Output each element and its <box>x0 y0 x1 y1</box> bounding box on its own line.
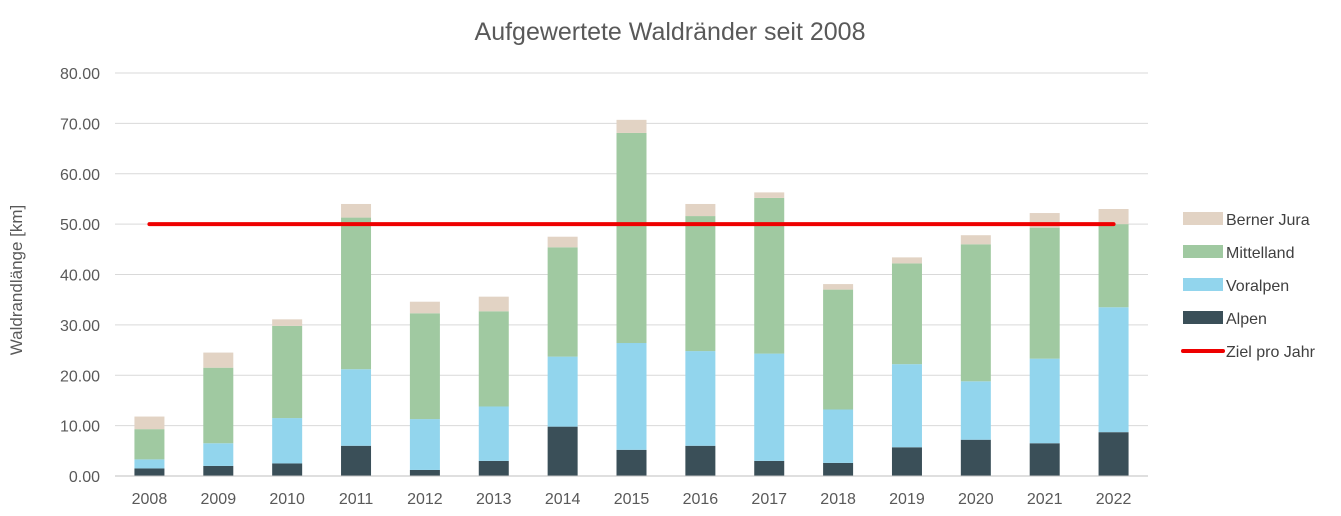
bar-voralpen <box>823 409 854 463</box>
x-tick-label: 2011 <box>339 491 374 508</box>
bar-mittelland <box>272 325 303 419</box>
x-tick-label: 2020 <box>958 491 994 508</box>
bar-alpen <box>134 468 165 476</box>
bar-alpen <box>616 449 647 476</box>
y-tick-label: 50.00 <box>60 217 100 234</box>
bar-mittelland <box>685 216 716 352</box>
bar-berner-jura <box>1098 209 1129 225</box>
legend-swatch-voralpen <box>1183 278 1223 291</box>
bar-voralpen <box>341 369 372 446</box>
y-tick-label: 60.00 <box>60 167 100 184</box>
bar-berner-jura <box>272 319 303 326</box>
chart-title: Aufgewertete Waldränder seit 2008 <box>475 18 866 46</box>
bar-mittelland <box>823 289 854 410</box>
bar-berner-jura <box>685 203 716 217</box>
bar-mittelland <box>134 429 165 460</box>
bar-berner-jura <box>891 257 922 264</box>
bar-berner-jura <box>341 203 372 218</box>
bar-voralpen <box>409 419 440 470</box>
bar-mittelland <box>616 132 647 344</box>
x-tick-label: 2013 <box>476 491 512 508</box>
bar-voralpen <box>754 353 785 461</box>
x-tick-label: 2017 <box>751 491 787 508</box>
bar-voralpen <box>685 351 716 446</box>
bar-voralpen <box>891 364 922 448</box>
bar-voralpen <box>547 356 578 427</box>
bar-mittelland <box>409 313 440 420</box>
bar-mittelland <box>341 217 372 370</box>
y-tick-label: 0.00 <box>69 469 100 486</box>
bar-berner-jura <box>478 296 509 312</box>
bar-mittelland <box>754 197 785 354</box>
bar-alpen <box>547 426 578 476</box>
bar-voralpen <box>1029 358 1060 444</box>
legend-label-alpen: Alpen <box>1226 311 1267 328</box>
legend-label-berner-jura: Berner Jura <box>1226 212 1310 229</box>
bar-mittelland <box>1098 224 1129 308</box>
x-tick-label: 2019 <box>889 491 925 508</box>
bar-alpen <box>203 465 234 476</box>
bar-mittelland <box>203 367 234 444</box>
legend-swatch-mittelland <box>1183 245 1223 258</box>
bar-berner-jura <box>754 192 785 198</box>
y-tick-label: 10.00 <box>60 419 100 436</box>
bar-alpen <box>272 463 303 476</box>
bar-berner-jura <box>547 236 578 248</box>
legend-label-ziel-pro-jahr: Ziel pro Jahr <box>1226 344 1316 361</box>
bar-voralpen <box>272 418 303 464</box>
bar-alpen <box>685 445 716 476</box>
bar-alpen <box>891 447 922 476</box>
bar-voralpen <box>616 343 647 450</box>
bars <box>134 119 1129 476</box>
bar-voralpen <box>1098 307 1129 433</box>
bar-voralpen <box>134 459 165 469</box>
y-tick-label: 30.00 <box>60 318 100 335</box>
bar-voralpen <box>960 381 991 440</box>
bar-berner-jura <box>409 301 440 314</box>
y-axis-label: Waldrandlänge [km] <box>7 205 26 356</box>
legend-swatch-berner-jura <box>1183 212 1223 225</box>
bar-mittelland <box>478 311 509 407</box>
bar-berner-jura <box>134 416 165 430</box>
bar-alpen <box>960 439 991 476</box>
x-tick-label: 2010 <box>269 491 305 508</box>
x-tick-label: 2014 <box>545 491 581 508</box>
bar-berner-jura <box>960 235 991 245</box>
bar-berner-jura <box>616 119 647 133</box>
bar-alpen <box>823 462 854 476</box>
x-tick-label: 2022 <box>1096 491 1132 508</box>
bar-mittelland <box>960 244 991 382</box>
bar-mittelland <box>547 247 578 357</box>
y-tick-label: 80.00 <box>60 66 100 83</box>
x-tick-label: 2009 <box>201 491 237 508</box>
bar-berner-jura <box>823 284 854 290</box>
y-tick-label: 40.00 <box>60 268 100 285</box>
y-tick-label: 70.00 <box>60 116 100 133</box>
bar-alpen <box>409 469 440 476</box>
y-axis-ticks: 0.00 10.00 20.00 30.00 40.00 50.00 60.00 70.00 8… <box>60 66 100 486</box>
x-tick-label: 2008 <box>132 491 168 508</box>
bar-alpen <box>341 445 372 476</box>
bar-voralpen <box>478 406 509 461</box>
legend-label-mittelland: Mittelland <box>1226 245 1294 262</box>
legend-label-voralpen: Voralpen <box>1226 278 1289 295</box>
legend-swatch-alpen <box>1183 311 1223 324</box>
x-tick-label: 2018 <box>820 491 856 508</box>
bar-voralpen <box>203 443 234 466</box>
bar-mittelland <box>891 263 922 365</box>
x-tick-label: 2016 <box>683 491 719 508</box>
legend: Berner Jura Mittelland Voralpen Alpen Ziel p… <box>1181 212 1316 361</box>
bar-alpen <box>478 460 509 476</box>
bar-berner-jura <box>203 352 234 368</box>
x-tick-label: 2021 <box>1027 491 1063 508</box>
bar-alpen <box>1029 443 1060 476</box>
bar-alpen <box>1098 432 1129 476</box>
bar-alpen <box>754 460 785 476</box>
y-tick-label: 20.00 <box>60 368 100 385</box>
bar-mittelland <box>1029 227 1060 359</box>
x-tick-label: 2012 <box>407 491 443 508</box>
x-axis-ticks: 2008 2009 2010 2011 2012 2013 2014 2015 2016 2017… <box>132 491 1132 508</box>
x-tick-label: 2015 <box>614 491 650 508</box>
